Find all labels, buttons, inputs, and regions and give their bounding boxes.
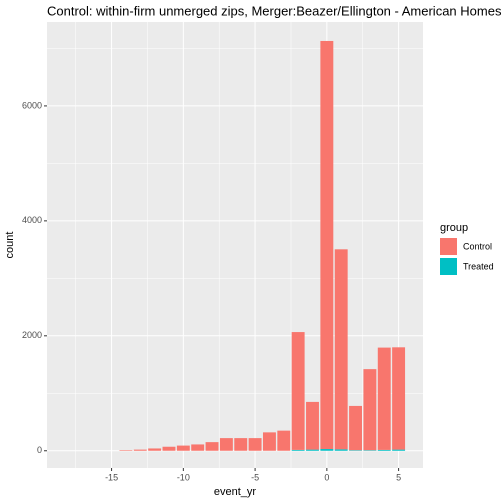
bar xyxy=(320,40,334,450)
bar xyxy=(191,444,205,451)
bar xyxy=(277,430,291,451)
bar xyxy=(363,450,377,451)
bar xyxy=(377,347,391,450)
y-tick-label: 4000 xyxy=(22,215,42,225)
bar xyxy=(306,449,319,451)
legend-key xyxy=(440,258,457,275)
x-tick-label: 5 xyxy=(396,472,401,482)
bar xyxy=(148,448,162,451)
bar xyxy=(262,432,276,451)
bar xyxy=(392,449,406,451)
bar xyxy=(176,445,190,451)
bar xyxy=(205,442,219,451)
bar xyxy=(248,438,262,451)
bar xyxy=(291,332,305,450)
bar xyxy=(119,450,133,451)
bar xyxy=(392,347,406,450)
bar xyxy=(349,405,363,451)
legend-label: Control xyxy=(463,241,492,251)
x-tick-label: -10 xyxy=(177,472,190,482)
bar xyxy=(334,449,348,451)
bar xyxy=(219,438,233,451)
bar xyxy=(349,450,363,451)
y-tick-label: 6000 xyxy=(22,100,42,110)
panel xyxy=(47,22,423,468)
x-tick-label: -5 xyxy=(251,472,259,482)
legend-label: Treated xyxy=(463,261,494,271)
y-axis-label: count xyxy=(4,232,16,259)
y-tick-label: 2000 xyxy=(22,330,42,340)
bar xyxy=(320,449,334,451)
y-tick-label: 0 xyxy=(37,445,42,455)
x-tick-label: 0 xyxy=(324,472,329,482)
bar xyxy=(291,449,305,451)
bar xyxy=(234,438,248,451)
legend-key xyxy=(440,238,457,255)
bar xyxy=(377,449,391,451)
x-tick-label: -15 xyxy=(105,472,118,482)
chart-title: Control: within-firm unmerged zips, Merg… xyxy=(47,3,502,18)
x-axis-label: event_yr xyxy=(214,486,257,498)
bar xyxy=(363,369,377,451)
legend-title: group xyxy=(440,222,468,234)
bar xyxy=(133,449,147,451)
bar xyxy=(334,249,348,450)
bar xyxy=(306,401,319,450)
bar xyxy=(162,446,176,451)
